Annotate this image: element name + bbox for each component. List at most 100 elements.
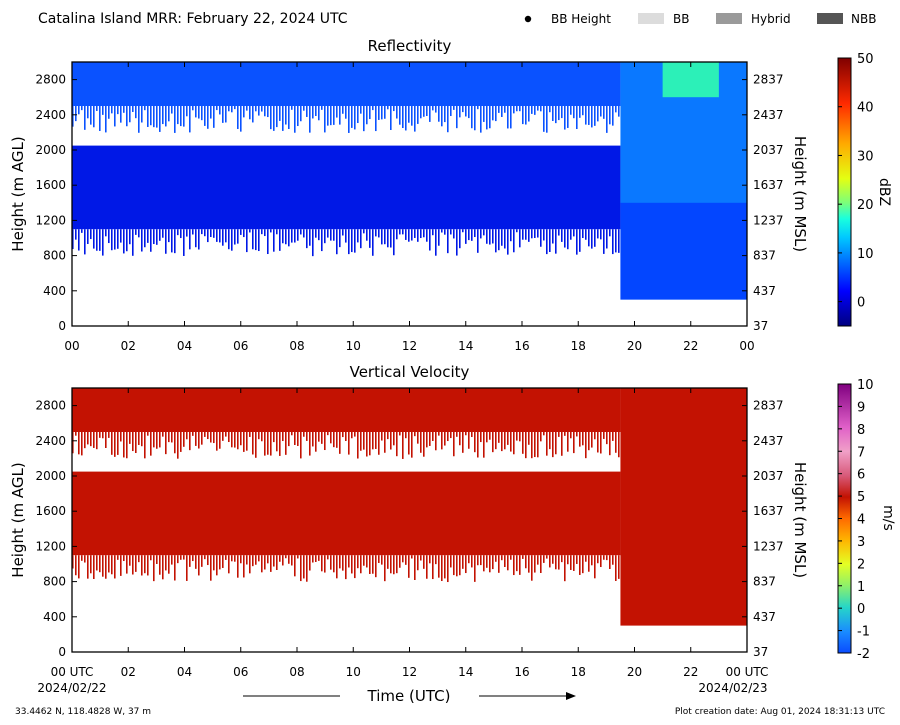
- echo-streak: [150, 555, 152, 561]
- echo-streak: [615, 555, 617, 581]
- echo-streak: [609, 555, 611, 570]
- echo-streak: [603, 106, 605, 119]
- echo-streak: [363, 555, 365, 566]
- echo-streak: [258, 432, 260, 440]
- echo-streak: [372, 432, 374, 450]
- echo-streak: [108, 432, 110, 438]
- echo-streak: [591, 106, 593, 128]
- echo-streak: [273, 555, 275, 567]
- reflectivity-panel: Reflectivity 00 02 04 06 08 10 12 14 16 18 20 22 000…: [9, 37, 892, 353]
- echo-streak: [243, 555, 245, 578]
- echo-streak: [384, 432, 386, 453]
- echo-streak: [111, 555, 113, 575]
- echo-streak: [204, 229, 206, 237]
- echo-streak: [420, 229, 422, 239]
- echo-streak: [516, 432, 518, 441]
- echo-streak: [165, 555, 167, 571]
- echo-streak: [555, 555, 557, 570]
- echo-streak: [99, 432, 101, 438]
- echo-streak: [183, 555, 185, 560]
- echo-streak: [597, 229, 599, 239]
- echo-streak: [438, 229, 440, 246]
- echo-streak: [219, 229, 221, 243]
- echo-streak: [426, 229, 428, 242]
- echo-streak: [75, 555, 77, 576]
- echo-streak: [120, 106, 122, 123]
- echo-streak: [357, 555, 359, 569]
- echo-streak: [435, 432, 437, 451]
- y-tick-label-right: 37: [753, 645, 768, 659]
- echo-streak: [390, 106, 392, 131]
- echo-streak: [198, 106, 200, 119]
- echo-streak: [456, 555, 458, 577]
- y-tick-label-right: 1637: [753, 178, 784, 192]
- x-tick-label: 10: [346, 339, 361, 353]
- echo-streak: [90, 106, 92, 125]
- echo-streak: [141, 229, 143, 252]
- echo-streak: [96, 555, 98, 571]
- echo-streak: [411, 432, 413, 458]
- echo-streak: [264, 106, 266, 117]
- echo-streak: [234, 432, 236, 448]
- echo-streak: [573, 432, 575, 454]
- echo-streak: [129, 555, 131, 566]
- echo-streak: [345, 106, 347, 119]
- echo-streak: [441, 229, 443, 233]
- echo-streak: [285, 106, 287, 125]
- echo-streak: [210, 432, 212, 443]
- echo-streak: [390, 555, 392, 574]
- legend-label-hybrid: Hybrid: [751, 12, 791, 26]
- echo-streak: [537, 229, 539, 238]
- echo-streak: [453, 106, 455, 110]
- echo-streak: [240, 555, 242, 564]
- echo-streak: [531, 229, 533, 239]
- echo-streak: [99, 229, 101, 251]
- echo-streak: [252, 229, 254, 250]
- echo-streak: [240, 106, 242, 132]
- echo-streak: [534, 229, 536, 238]
- echo-streak: [456, 229, 458, 256]
- echo-streak: [459, 229, 461, 249]
- echo-streak: [243, 106, 245, 118]
- echo-streak: [267, 432, 269, 455]
- echo-streak: [564, 229, 566, 248]
- echo-streak: [411, 106, 413, 126]
- echo-streak: [189, 106, 191, 133]
- echo-streak: [450, 555, 452, 568]
- echo-streak: [162, 555, 164, 580]
- y-tick-label: 800: [43, 249, 66, 263]
- echo-streak: [567, 106, 569, 128]
- location-text: 33.4462 N, 118.4828 W, 37 m: [15, 707, 151, 717]
- echo-streak: [282, 432, 284, 442]
- x-tick-label: 12: [402, 339, 417, 353]
- echo-streak: [93, 555, 95, 580]
- echo-streak: [465, 229, 467, 244]
- echo-streak: [168, 555, 170, 574]
- echo-streak: [597, 432, 599, 453]
- echo-streak: [231, 106, 233, 113]
- echo-streak: [321, 106, 323, 110]
- echo-streak: [150, 432, 152, 456]
- echo-region: [72, 62, 621, 106]
- echo-streak: [573, 229, 575, 237]
- echo-streak: [138, 555, 140, 563]
- echo-streak: [408, 229, 410, 242]
- echo-streak: [258, 229, 260, 252]
- echo-streak: [417, 432, 419, 444]
- echo-streak: [255, 432, 257, 458]
- echo-streak: [177, 432, 179, 459]
- echo-streak: [579, 432, 581, 447]
- echo-streak: [156, 106, 158, 128]
- echo-streak: [207, 106, 209, 129]
- echo-streak: [132, 432, 134, 452]
- echo-streak: [78, 106, 80, 115]
- x-tick-label: 14: [458, 339, 473, 353]
- echo-streak: [501, 106, 503, 117]
- echo-streak: [540, 106, 542, 112]
- echo-streak: [375, 106, 377, 132]
- echo-streak: [87, 432, 89, 445]
- echo-streak: [573, 555, 575, 571]
- echo-streak: [180, 229, 182, 239]
- echo-streak: [147, 555, 149, 576]
- echo-streak: [216, 555, 218, 576]
